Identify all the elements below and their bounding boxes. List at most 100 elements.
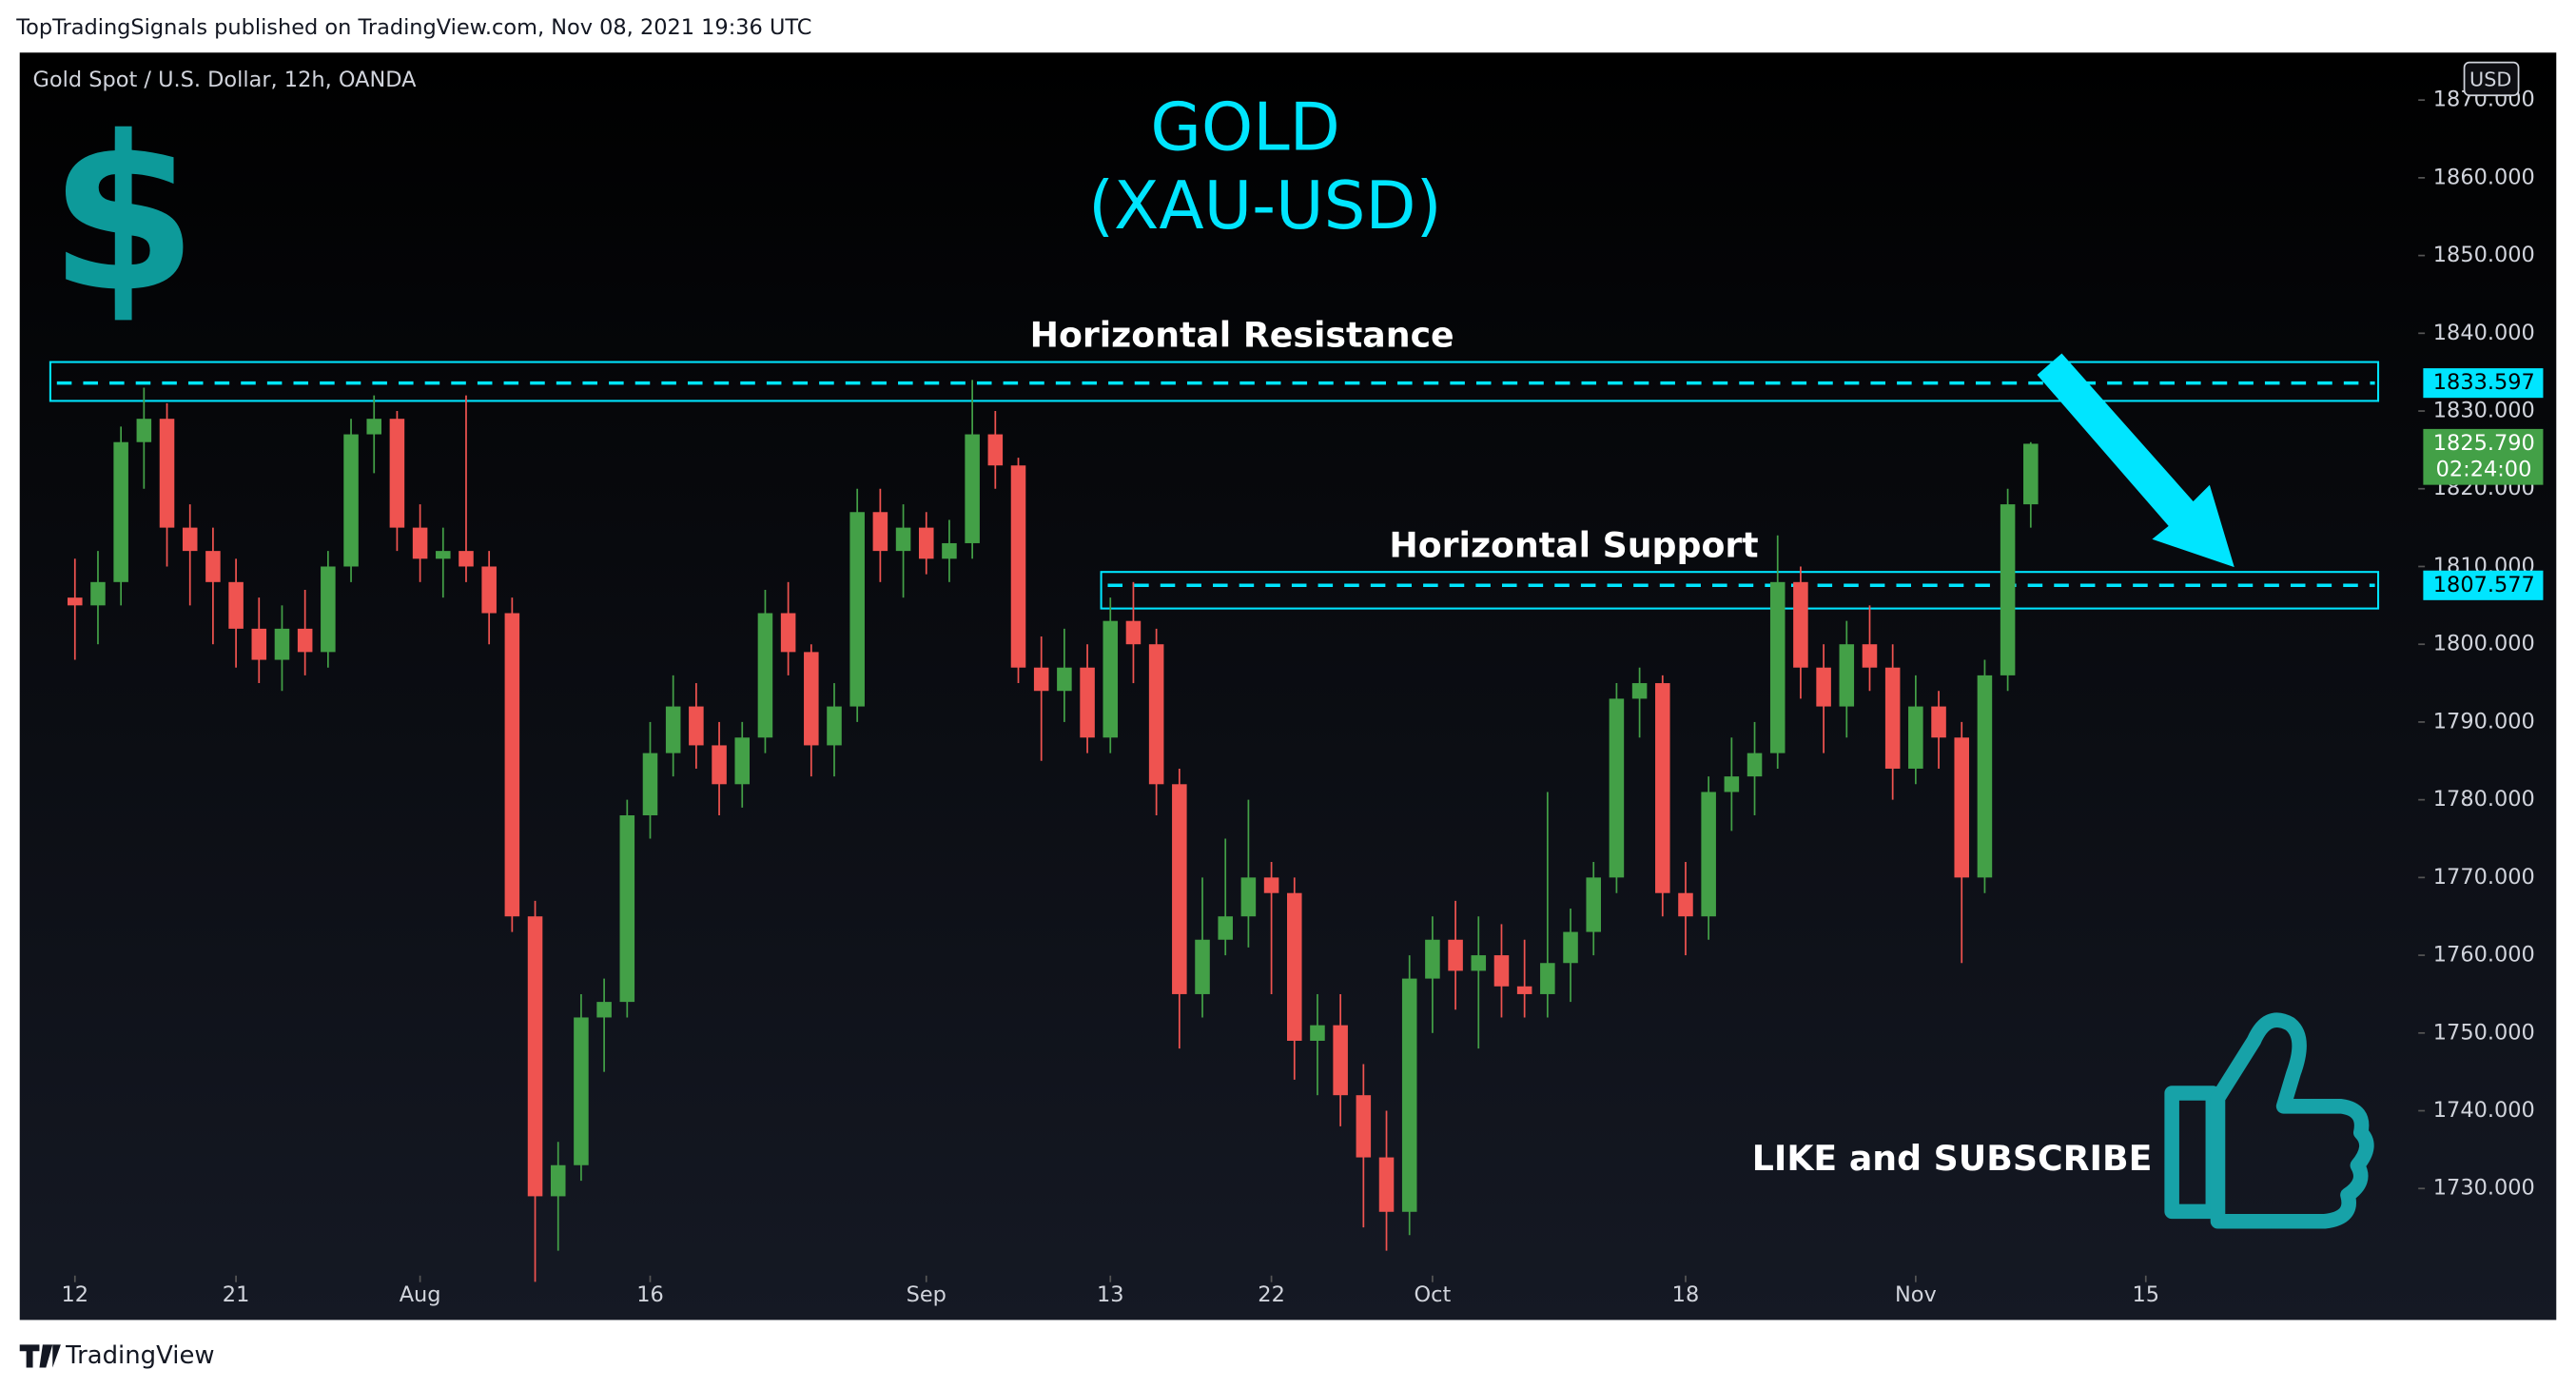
candle-body [2000,504,2016,675]
y-tick-label: 1860.000 [2433,165,2535,189]
last-price-tag [2423,428,2544,485]
candle-body [1378,1157,1395,1212]
thumbs-up-icon [2164,1012,2374,1229]
candle-body [849,512,865,707]
candle-body [1678,892,1693,917]
x-tick-label: 13 [1097,1282,1124,1307]
last-price-label: 1825.790 [2433,431,2535,456]
x-tick-label: 22 [1258,1282,1285,1307]
candle-body [1471,955,1487,971]
candle-body [1793,581,1808,668]
candle-body [1609,698,1625,878]
candle-body [366,419,381,435]
x-tick-label: Nov [1895,1282,1937,1307]
candle-body [1448,939,1463,971]
x-tick-label: 12 [61,1282,88,1307]
candle-body [527,916,543,1197]
y-tick-label: 1740.000 [2433,1098,2535,1123]
candle-body [113,441,128,582]
candle-body [1310,1025,1325,1041]
currency-box [2463,61,2520,97]
subtitle: (XAU-USD) [1088,168,1441,245]
candle-body [965,434,980,543]
y-tick-label: 1750.000 [2433,1020,2535,1045]
candle-body [228,581,244,629]
candle-body [481,566,497,614]
candle-body [251,628,267,660]
candle-body [1195,939,1210,994]
candle-body [827,706,842,746]
candle-body [68,597,83,606]
y-tick-label: 1780.000 [2433,787,2535,812]
candle-body [1333,1025,1348,1096]
candle-body [1240,877,1257,917]
candle-body [1493,955,1510,987]
level-tag [2423,368,2544,399]
candle-body [1263,877,1279,893]
countdown-label: 02:24:00 [2436,458,2532,482]
candle-body [712,745,727,785]
candle-body [1701,792,1716,917]
footer-brand: TradingView [65,1341,214,1370]
candle-body [1286,892,1302,1041]
candle-body [757,613,773,738]
candle-body [205,551,221,582]
candle-body [1356,1095,1372,1158]
candle-body [895,527,911,552]
candle-body [872,512,888,552]
candle-body [182,527,198,552]
candle-body [689,706,704,746]
x-tick-label: 16 [636,1282,664,1307]
x-tick-label: 21 [223,1282,250,1307]
zone-label: Horizontal Resistance [1030,315,1454,356]
level-tag-label: 1807.577 [2433,573,2535,597]
candle-body [1884,667,1901,769]
candle-body [136,419,152,442]
candle-body [987,434,1004,466]
candle-body [642,753,658,815]
y-tick-label: 1760.000 [2433,943,2535,968]
candle-body [1516,986,1532,994]
y-tick-label: 1770.000 [2433,865,2535,890]
candle-body [1172,784,1187,994]
plot: Horizontal Resistance Horizontal Support [49,315,2380,1282]
candle-body [159,419,175,528]
price-axis: 1730.000 1740.000 1750.000 1760.000 1770.000… [61,88,2544,1307]
candle-body [1816,667,1831,707]
candle-body [389,419,405,528]
candle-body [804,652,819,746]
y-tick-label: 1850.000 [2433,243,2535,267]
candle-body [1540,963,1555,994]
title: GOLD [1150,89,1340,166]
candle-body [780,613,796,653]
chart-area [19,52,2557,1321]
x-tick-label: 15 [2132,1282,2159,1307]
candle-body [734,737,751,785]
x-tick-label: 18 [1672,1282,1700,1307]
y-tick-label: 1730.000 [2433,1176,2535,1201]
symbol-label: Gold Spot / U.S. Dollar, 12h, OANDA [33,68,418,92]
x-tick-label: Aug [400,1282,441,1307]
candle-body [1954,737,1970,878]
candle-body [321,566,336,653]
candle-body [1401,978,1417,1212]
candle-body [1125,620,1142,645]
candle-body [1425,939,1440,979]
candle-body [1908,706,1923,769]
level-tag [2423,570,2544,600]
candle-body [1010,465,1026,668]
candle-body [436,551,451,559]
x-tick-label: Sep [907,1282,946,1307]
candle-body [297,628,313,653]
candle-body [343,434,359,567]
candle-body [1977,675,1993,878]
call-to-action: LIKE and SUBSCRIBE [1752,1138,2153,1179]
y-tick-label: 1790.000 [2433,709,2535,734]
y-tick-label: 1800.000 [2433,632,2535,656]
candle-body [1724,776,1740,792]
zone-box [49,361,2380,402]
candle-body [1563,931,1578,964]
candle-body [274,628,290,660]
x-tick-label: Oct [1415,1282,1452,1307]
